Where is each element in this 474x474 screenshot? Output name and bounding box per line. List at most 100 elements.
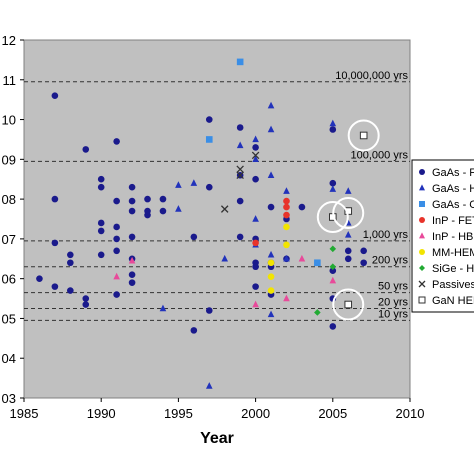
data-point [344,300,353,309]
data-point [252,283,259,290]
legend-entry-label: InP - FET [432,215,474,227]
data-point [236,58,244,66]
legend-entry-label: GaAs - F [432,167,474,179]
data-point [298,254,306,262]
data-point [252,175,259,183]
data-point [236,233,244,241]
data-point [128,256,136,264]
data-point [36,275,43,282]
plot-area [23,39,411,399]
axis-ticks: 1985 1990 1995 2000 2005 2010 03 04 05 06 07 08 09 10… [2,33,425,421]
data-point [329,263,337,271]
data-point [418,280,426,288]
data-point [236,141,244,149]
data-point [283,223,290,231]
data-point [221,254,229,262]
highlight-circles [316,119,380,321]
data-point [267,259,275,267]
data-point [67,287,74,294]
y-tick-label: 10 [2,113,16,128]
data-point [252,215,259,222]
data-point [283,187,290,194]
y-tick-label: 12 [2,33,16,48]
data-point [283,294,290,302]
data-point [113,223,120,231]
legend-entry-label: InP - HB [432,231,473,243]
reference-line-label: 100,000 yrs [351,149,409,161]
legend: GaAs - F GaAs - H GaAs - C InP - FET InP - H… [411,159,474,313]
data-point [419,184,425,191]
data-point [128,279,136,286]
data-point [159,207,167,215]
x-tick-label: 2010 [396,406,425,421]
x-tick-label: 2005 [318,406,347,421]
highlight-circle [332,288,365,321]
data-point [97,251,105,259]
data-point [360,259,367,267]
data-point [419,249,425,255]
y-tick-label: 04 [2,351,16,366]
data-point [82,301,90,308]
reference-line-label: 50 yrs [378,281,408,293]
legend-entry-label: SiGe - H [432,263,474,275]
data-point [175,205,182,212]
data-point [252,239,259,247]
data-point [252,144,259,151]
data-point [344,255,352,263]
data-point [51,195,59,203]
data-point [97,183,105,191]
reference-line-label: 1,000 yrs [363,229,409,241]
data-point [314,259,321,267]
data-point [205,116,213,123]
data-point [419,201,425,207]
data-point [220,205,229,213]
data-point [267,250,275,258]
data-point [82,146,90,153]
reference-line-label: 200 yrs [372,255,409,267]
legend-entry-label: GaN HEM [432,295,474,307]
data-point [51,92,59,99]
data-point [159,195,167,203]
data-point [283,241,290,249]
data-point [205,183,213,191]
reference-line-label: 10,000,000 yrs [335,70,408,82]
data-point [113,272,120,280]
data-point [252,263,259,271]
data-point [97,227,105,235]
y-tick-label: 07 [2,232,16,247]
data-point [144,211,151,219]
legend-entry-label: Passives [432,279,474,291]
data-points [36,58,368,389]
data-point [267,171,275,178]
data-point [329,245,337,253]
x-tick-label: 2000 [241,406,270,421]
legend-entry-label: GaAs - H [432,183,474,195]
data-point [329,267,337,275]
data-point [267,203,275,211]
reference-line-label: 10 yrs [378,308,408,320]
data-point [128,233,136,241]
x-tick-label: 1995 [164,406,193,421]
data-point [329,119,337,127]
y-tick-label: 08 [2,192,16,207]
data-point [51,283,59,290]
y-tick-label: 05 [2,311,16,326]
y-tick-label: 09 [2,152,16,167]
data-point [344,187,352,194]
data-point [283,197,290,205]
x-tick-label: 1985 [10,406,39,421]
data-point [97,219,105,227]
reference-line-label: 20 yrs [378,297,408,309]
data-point [67,259,74,267]
data-point [329,185,337,192]
data-point [190,179,198,186]
data-point [419,232,425,239]
data-point [205,382,213,389]
data-point [267,310,275,318]
data-point [267,101,275,109]
data-point [252,300,259,308]
data-point [113,291,120,298]
data-point [205,307,213,314]
data-point [419,169,425,175]
